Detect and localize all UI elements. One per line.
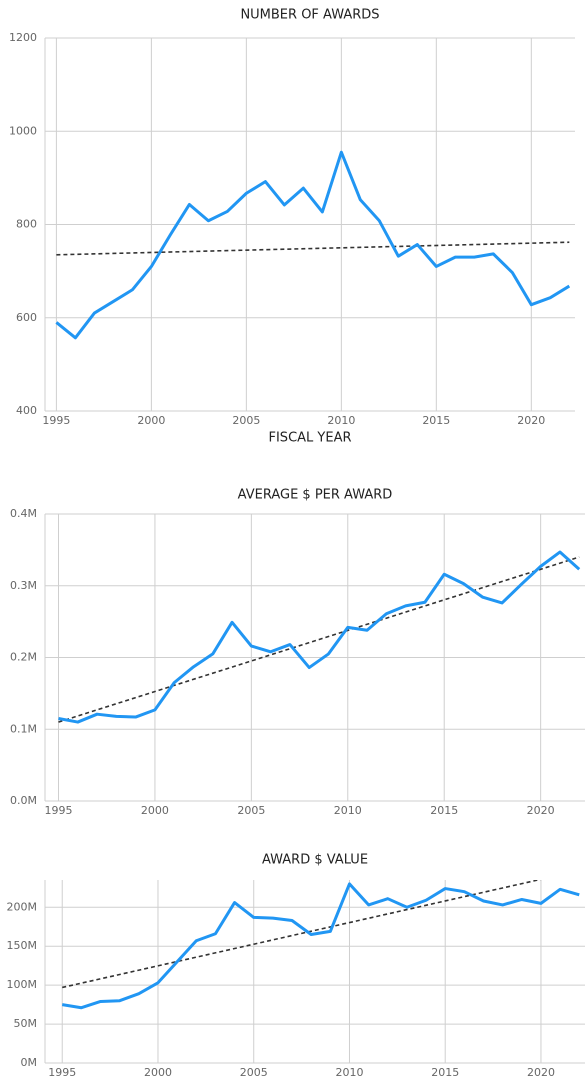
x-tick-label: 2000	[141, 804, 169, 817]
x-tick-label: 2005	[232, 414, 260, 427]
data-line	[55, 150, 571, 340]
y-tick-label: 200M	[7, 900, 38, 913]
x-axis-label: FISCAL YEAR	[269, 431, 352, 446]
chart: NUMBER OF AWARDS FISCAL YEAR 400 600 800 1000…	[9, 8, 575, 446]
y-tick-label: 100M	[7, 978, 38, 991]
x-tick-label: 2010	[335, 1066, 363, 1079]
y-tick-label: 1200	[9, 31, 37, 44]
x-tick-label: 2010	[334, 804, 362, 817]
y-tick-label: 0.3M	[10, 579, 37, 592]
y-tick-label: 800	[16, 218, 37, 231]
trend-line	[56, 241, 570, 256]
y-tick-label: 0.4M	[10, 507, 37, 520]
y-tick-label: 0.1M	[10, 722, 37, 735]
y-tick-label: 0.0M	[10, 794, 37, 807]
data-line	[61, 882, 580, 1010]
y-tick-label: 0.2M	[10, 651, 37, 664]
x-tick-label: 1995	[45, 804, 73, 817]
x-tick-label: 1995	[42, 414, 70, 427]
x-tick-label: 2005	[240, 1066, 268, 1079]
trend-line	[62, 880, 542, 989]
y-tick-label: 1000	[9, 124, 37, 137]
x-tick-label: 2020	[527, 1066, 555, 1079]
y-tick-label: 150M	[7, 939, 38, 952]
y-tick-label: 400	[16, 404, 37, 417]
x-tick-label: 2000	[137, 414, 165, 427]
chart-title: NUMBER OF AWARDS	[240, 8, 379, 23]
x-tick-label: 2010	[327, 414, 355, 427]
x-tick-label: 2015	[422, 414, 450, 427]
x-tick-label: 2000	[144, 1066, 172, 1079]
trend-line	[58, 556, 580, 723]
chart: AWARD $ VALUE 0M 50M 100M 150M 200M 1995 2000 20…	[7, 853, 585, 1079]
x-tick-label: 2020	[527, 804, 555, 817]
y-tick-label: 600	[16, 311, 37, 324]
x-tick-label: 2015	[430, 804, 458, 817]
x-tick-label: 2020	[517, 414, 545, 427]
y-tick-label: 50M	[14, 1017, 38, 1030]
x-tick-label: 2015	[431, 1066, 459, 1079]
y-tick-label: 0M	[21, 1056, 38, 1069]
chart: AVERAGE $ PER AWARD 0.0M 0.1M 0.2M 0.3M 0.4M 1…	[10, 488, 585, 817]
x-tick-label: 2005	[237, 804, 265, 817]
x-tick-label: 1995	[48, 1066, 76, 1079]
chart-title: AWARD $ VALUE	[262, 853, 368, 868]
data-line	[58, 550, 581, 724]
chart-title: AVERAGE $ PER AWARD	[238, 488, 393, 503]
